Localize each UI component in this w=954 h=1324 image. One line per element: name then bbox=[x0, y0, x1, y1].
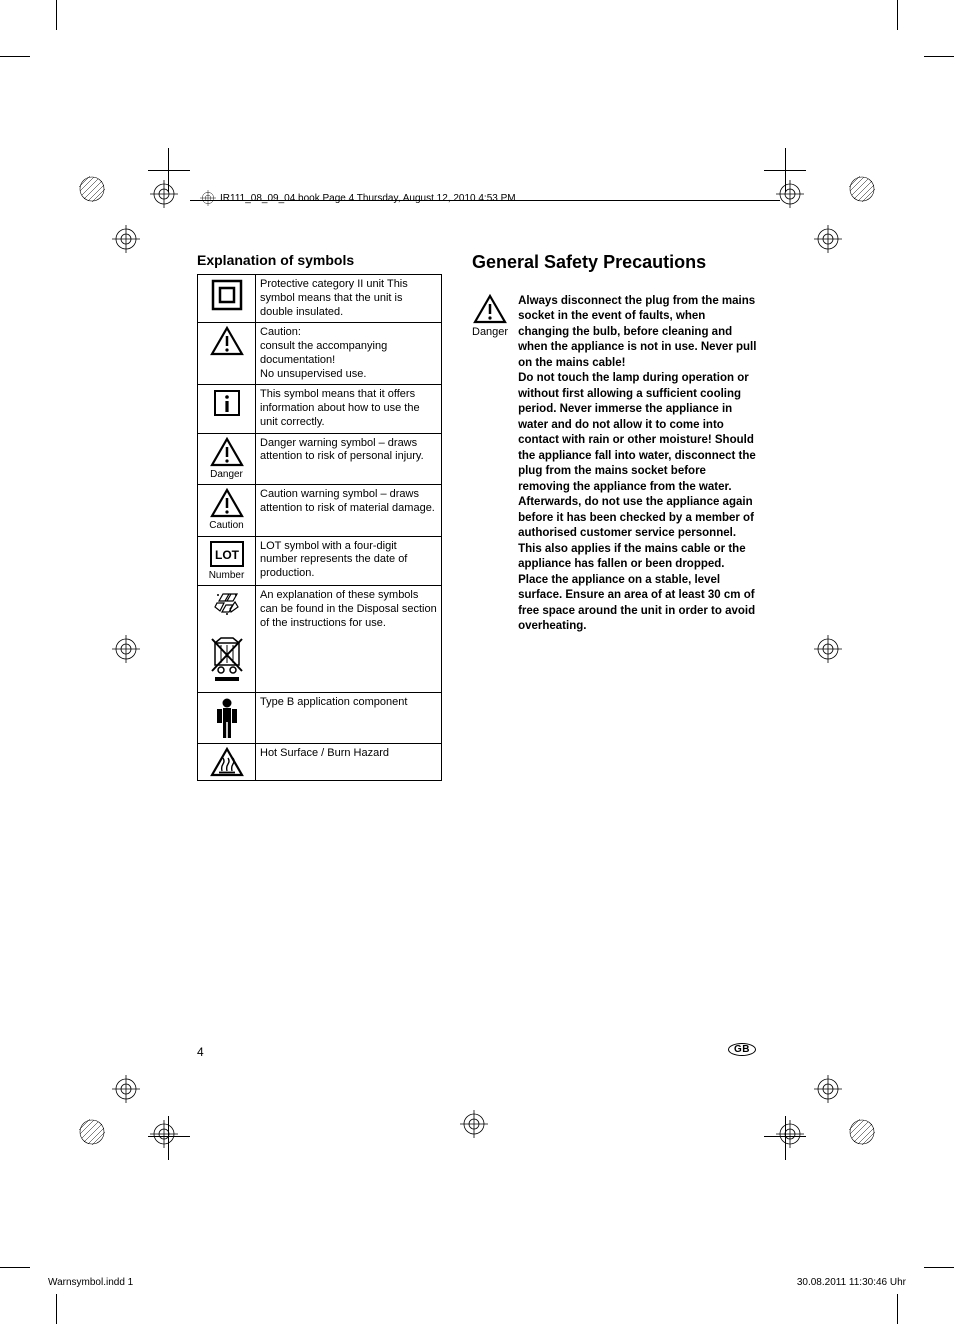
hatch-mark-icon bbox=[78, 175, 106, 203]
registration-mark-icon bbox=[112, 635, 140, 663]
crop-mark bbox=[0, 1267, 30, 1268]
symbol-row: Type B application component bbox=[198, 693, 442, 744]
hatch-mark-icon bbox=[78, 1118, 106, 1146]
type-b-icon bbox=[198, 693, 256, 744]
safety-heading: General Safety Precautions bbox=[472, 252, 757, 274]
registration-mark-icon bbox=[112, 1075, 140, 1103]
registration-mark-icon bbox=[150, 180, 178, 208]
crop-mark bbox=[924, 56, 954, 57]
icon-caption: Danger bbox=[202, 469, 251, 482]
symbol-description: Type B application component bbox=[256, 693, 442, 744]
hatch-mark-icon bbox=[848, 1118, 876, 1146]
symbol-description: This symbol means that it offers informa… bbox=[256, 385, 442, 433]
safety-block: Danger Always disconnect the plug from t… bbox=[472, 294, 757, 635]
danger-icon-block: Danger bbox=[472, 294, 508, 338]
symbol-description: Caution:consult the accompanying documen… bbox=[256, 323, 442, 385]
page-number: 4 bbox=[197, 1045, 204, 1059]
symbol-row: An explanation of these symbols can be f… bbox=[198, 586, 442, 693]
symbol-description: LOT symbol with a four-digit number repr… bbox=[256, 536, 442, 586]
symbol-description: Caution warning symbol – draws attention… bbox=[256, 485, 442, 537]
crop-mark bbox=[897, 0, 898, 30]
symbol-row: Hot Surface / Burn Hazard bbox=[198, 744, 442, 781]
country-badge: GB bbox=[728, 1043, 756, 1056]
info-box-icon bbox=[198, 385, 256, 433]
lot-box-icon: LOT Number bbox=[198, 536, 256, 586]
frame-line bbox=[148, 170, 190, 171]
danger-icon-label: Danger bbox=[472, 326, 508, 338]
danger-triangle-icon: Danger bbox=[198, 433, 256, 485]
registration-mark-icon bbox=[200, 190, 216, 206]
right-column: General Safety Precautions Danger Always… bbox=[472, 252, 757, 781]
footer-right: 30.08.2011 11:30:46 Uhr bbox=[797, 1277, 906, 1288]
double-insulated-icon bbox=[198, 275, 256, 323]
crop-mark bbox=[0, 56, 30, 57]
header-text: IR111_08_09_04.book Page 4 Thursday, Aug… bbox=[220, 193, 516, 204]
safety-text: Always disconnect the plug from the main… bbox=[518, 294, 757, 635]
explanation-heading: Explanation of symbols bbox=[197, 252, 442, 268]
symbol-description: Protective category II unit This symbol … bbox=[256, 275, 442, 323]
icon-caption: Number bbox=[202, 570, 251, 583]
registration-mark-icon bbox=[776, 180, 804, 208]
recycle-weee-icon bbox=[198, 586, 256, 693]
symbol-description: Danger warning symbol – draws attention … bbox=[256, 433, 442, 485]
hatch-mark-icon bbox=[848, 175, 876, 203]
hot-surface-icon bbox=[198, 744, 256, 781]
symbol-row: Protective category II unit This symbol … bbox=[198, 275, 442, 323]
registration-mark-icon bbox=[460, 1110, 488, 1138]
symbol-row: Caution Caution warning symbol – draws at… bbox=[198, 485, 442, 537]
danger-triangle-icon: Caution bbox=[198, 485, 256, 537]
registration-mark-icon bbox=[150, 1120, 178, 1148]
registration-mark-icon bbox=[814, 225, 842, 253]
registration-mark-icon bbox=[814, 1075, 842, 1103]
crop-mark bbox=[56, 0, 57, 30]
left-column: Explanation of symbols Protective catego… bbox=[197, 252, 442, 781]
symbol-row: This symbol means that it offers informa… bbox=[198, 385, 442, 433]
symbol-description: Hot Surface / Burn Hazard bbox=[256, 744, 442, 781]
registration-mark-icon bbox=[814, 635, 842, 663]
page-content: Explanation of symbols Protective catego… bbox=[197, 252, 757, 781]
symbol-row: Danger Danger warning symbol – draws atte… bbox=[198, 433, 442, 485]
footer-left: Warnsymbol.indd 1 bbox=[48, 1277, 133, 1288]
danger-triangle-icon bbox=[473, 294, 507, 324]
crop-mark bbox=[897, 1294, 898, 1324]
symbol-row: LOT Number LOT symbol with a four-digit nu… bbox=[198, 536, 442, 586]
symbol-table: Protective category II unit This symbol … bbox=[197, 274, 442, 781]
crop-mark bbox=[924, 1267, 954, 1268]
symbol-row: Caution:consult the accompanying documen… bbox=[198, 323, 442, 385]
page-header: IR111_08_09_04.book Page 4 Thursday, Aug… bbox=[200, 190, 516, 206]
svg-text:LOT: LOT bbox=[215, 548, 240, 562]
crop-mark bbox=[56, 1294, 57, 1324]
symbol-description: An explanation of these symbols can be f… bbox=[256, 586, 442, 693]
registration-mark-icon bbox=[776, 1120, 804, 1148]
registration-mark-icon bbox=[112, 225, 140, 253]
icon-caption: Caution bbox=[202, 520, 251, 533]
caution-triangle-icon bbox=[198, 323, 256, 385]
